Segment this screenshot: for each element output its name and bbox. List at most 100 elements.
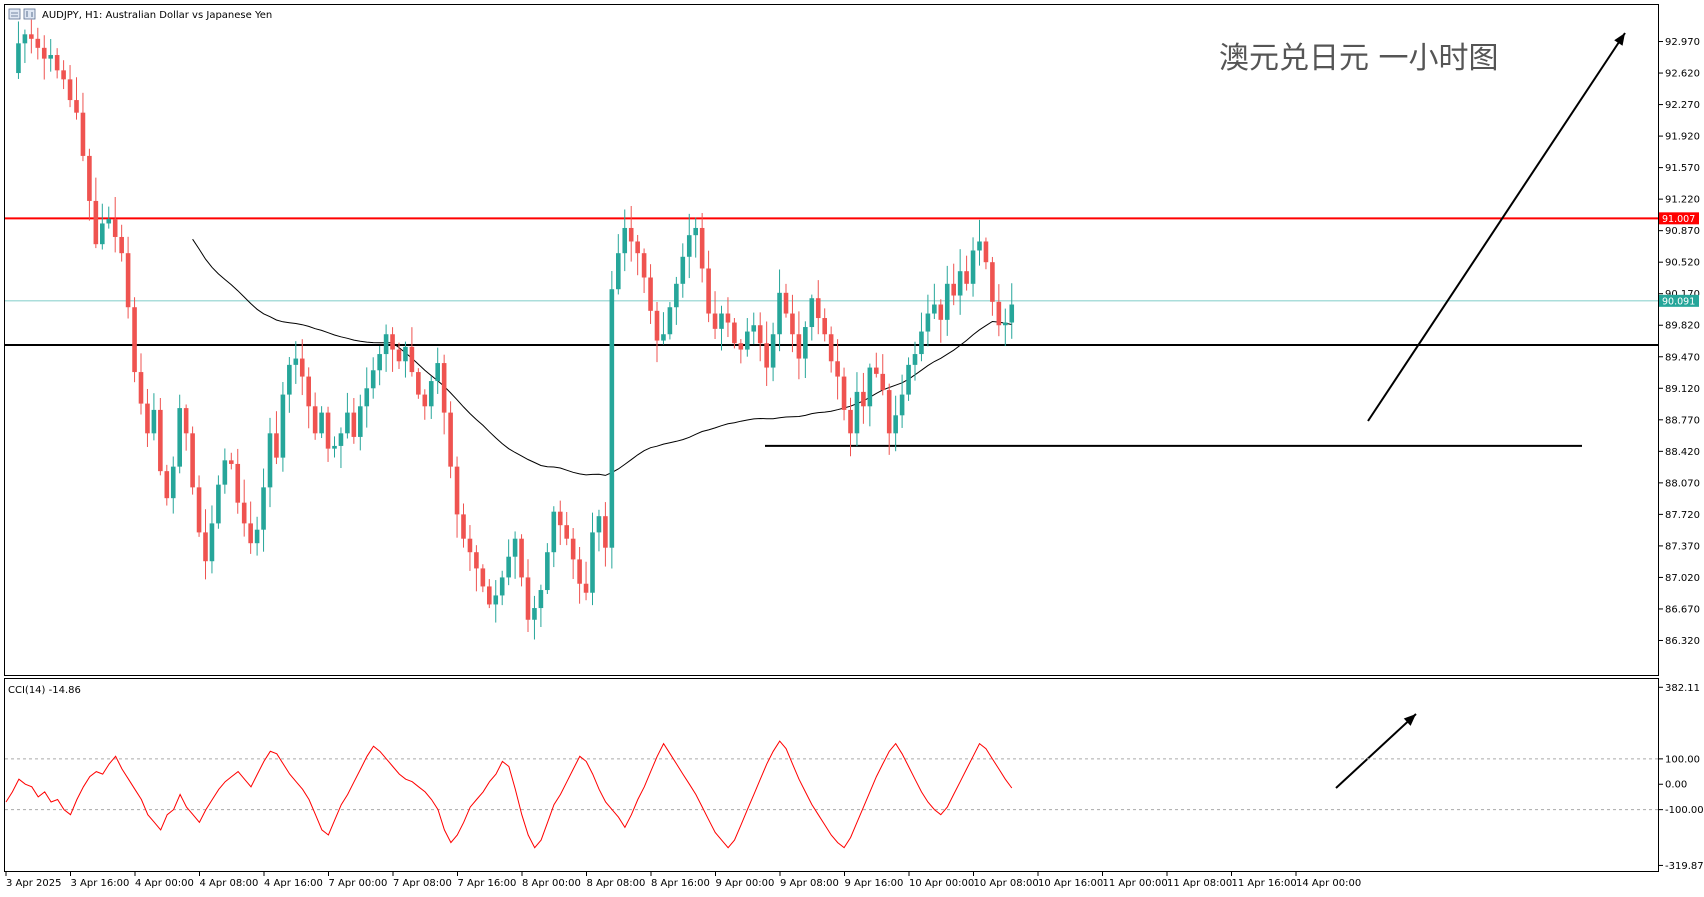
candle[interactable]: [596, 509, 602, 552]
candle[interactable]: [680, 243, 686, 298]
candle[interactable]: [416, 368, 421, 399]
candle[interactable]: [712, 291, 718, 340]
candle[interactable]: [925, 294, 931, 347]
candle[interactable]: [790, 294, 795, 353]
candle[interactable]: [480, 564, 486, 593]
candle[interactable]: [35, 27, 41, 60]
candle[interactable]: [867, 363, 873, 427]
uptrend-arrow-main[interactable]: [1367, 32, 1626, 422]
candle[interactable]: [248, 501, 253, 554]
candle[interactable]: [312, 392, 318, 440]
candle[interactable]: [616, 234, 621, 295]
candle[interactable]: [241, 479, 247, 537]
candle[interactable]: [254, 516, 260, 556]
candle[interactable]: [377, 345, 382, 386]
candle[interactable]: [16, 21, 21, 79]
candle[interactable]: [493, 580, 499, 623]
candle[interactable]: [325, 406, 331, 462]
candle[interactable]: [190, 426, 195, 495]
candle[interactable]: [854, 372, 860, 447]
candle[interactable]: [848, 397, 853, 457]
candle[interactable]: [461, 503, 466, 548]
candle[interactable]: [203, 509, 208, 580]
candle[interactable]: [1009, 283, 1015, 339]
candle[interactable]: [841, 367, 847, 421]
candle[interactable]: [732, 318, 737, 349]
candle[interactable]: [532, 595, 537, 640]
candle[interactable]: [177, 394, 182, 474]
window-menu-icon[interactable]: [8, 8, 21, 20]
candle[interactable]: [396, 342, 402, 369]
candle[interactable]: [674, 276, 679, 325]
chart-type-icon[interactable]: [23, 8, 36, 20]
candle[interactable]: [886, 383, 892, 455]
candle[interactable]: [67, 65, 73, 108]
candle[interactable]: [293, 341, 299, 384]
candle[interactable]: [912, 341, 918, 381]
candle[interactable]: [506, 539, 511, 586]
candle[interactable]: [222, 448, 228, 494]
candle[interactable]: [822, 308, 827, 342]
candle[interactable]: [654, 301, 660, 363]
candle[interactable]: [170, 456, 176, 514]
uptrend-arrow-cci[interactable]: [1335, 713, 1417, 789]
candle[interactable]: [183, 404, 189, 451]
candle[interactable]: [777, 269, 782, 352]
candle[interactable]: [783, 283, 789, 318]
candle[interactable]: [957, 249, 963, 315]
candle[interactable]: [803, 321, 808, 379]
candle[interactable]: [570, 528, 576, 580]
candle[interactable]: [358, 394, 363, 451]
candle[interactable]: [970, 237, 976, 297]
candle[interactable]: [332, 436, 337, 458]
candle[interactable]: [693, 217, 698, 258]
candle[interactable]: [467, 525, 473, 571]
candle[interactable]: [828, 326, 834, 373]
candle[interactable]: [41, 35, 47, 80]
candle[interactable]: [390, 327, 395, 372]
candle[interactable]: [112, 196, 118, 253]
candle[interactable]: [29, 19, 34, 54]
candle[interactable]: [983, 237, 989, 270]
candle[interactable]: [815, 280, 821, 335]
candle[interactable]: [944, 265, 950, 336]
candle[interactable]: [261, 468, 266, 552]
candle[interactable]: [487, 579, 492, 609]
candle[interactable]: [622, 209, 628, 272]
candle[interactable]: [906, 357, 911, 401]
candle[interactable]: [512, 531, 518, 579]
candle[interactable]: [454, 456, 460, 538]
candle[interactable]: [209, 505, 215, 574]
candle[interactable]: [151, 393, 157, 441]
candle[interactable]: [990, 256, 995, 316]
candle[interactable]: [338, 427, 344, 469]
candle[interactable]: [899, 374, 905, 428]
candle[interactable]: [603, 502, 608, 567]
candle[interactable]: [648, 264, 653, 324]
candle[interactable]: [551, 506, 557, 568]
candle[interactable]: [287, 356, 292, 413]
candle[interactable]: [641, 248, 647, 294]
candle[interactable]: [699, 213, 705, 283]
candle[interactable]: [525, 559, 531, 632]
candle[interactable]: [977, 219, 982, 266]
candle[interactable]: [706, 250, 711, 323]
candle[interactable]: [119, 224, 124, 262]
candle[interactable]: [757, 312, 763, 362]
candle[interactable]: [932, 283, 937, 319]
candle[interactable]: [880, 354, 886, 396]
candle[interactable]: [403, 341, 408, 378]
candle[interactable]: [428, 375, 434, 419]
candle[interactable]: [719, 305, 724, 351]
candle[interactable]: [274, 411, 279, 465]
candle[interactable]: [751, 312, 757, 345]
candle[interactable]: [538, 584, 544, 628]
candle[interactable]: [667, 302, 673, 340]
candle[interactable]: [861, 372, 866, 424]
candle[interactable]: [577, 547, 582, 604]
candle[interactable]: [448, 401, 453, 479]
candle[interactable]: [351, 398, 357, 444]
candle[interactable]: [725, 297, 731, 338]
candle[interactable]: [87, 148, 92, 221]
candle[interactable]: [964, 255, 969, 291]
